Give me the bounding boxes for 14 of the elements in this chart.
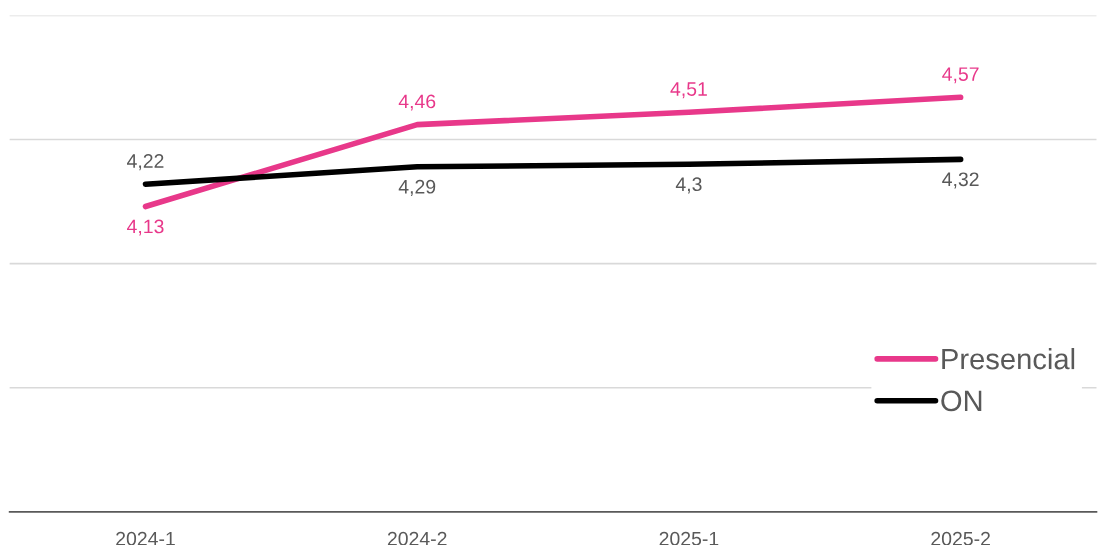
x-tick-label: 2025-1 <box>659 531 719 545</box>
data-label: 4,51 <box>670 82 707 99</box>
data-label: 4,46 <box>398 94 436 111</box>
data-label: 4,57 <box>942 67 979 84</box>
data-label: 4,29 <box>398 179 436 196</box>
data-label: 4,32 <box>942 172 979 189</box>
data-label: 4,3 <box>675 177 702 194</box>
legend-label: Presencial <box>942 347 1075 370</box>
data-label: 4,22 <box>127 154 164 171</box>
legend-label: ON <box>941 390 982 412</box>
data-label: 4,13 <box>127 219 164 236</box>
x-tick-label: 2025-2 <box>931 531 990 545</box>
x-tick-label: 2024-2 <box>387 531 447 545</box>
x-tick-label: 2024-1 <box>116 531 175 545</box>
